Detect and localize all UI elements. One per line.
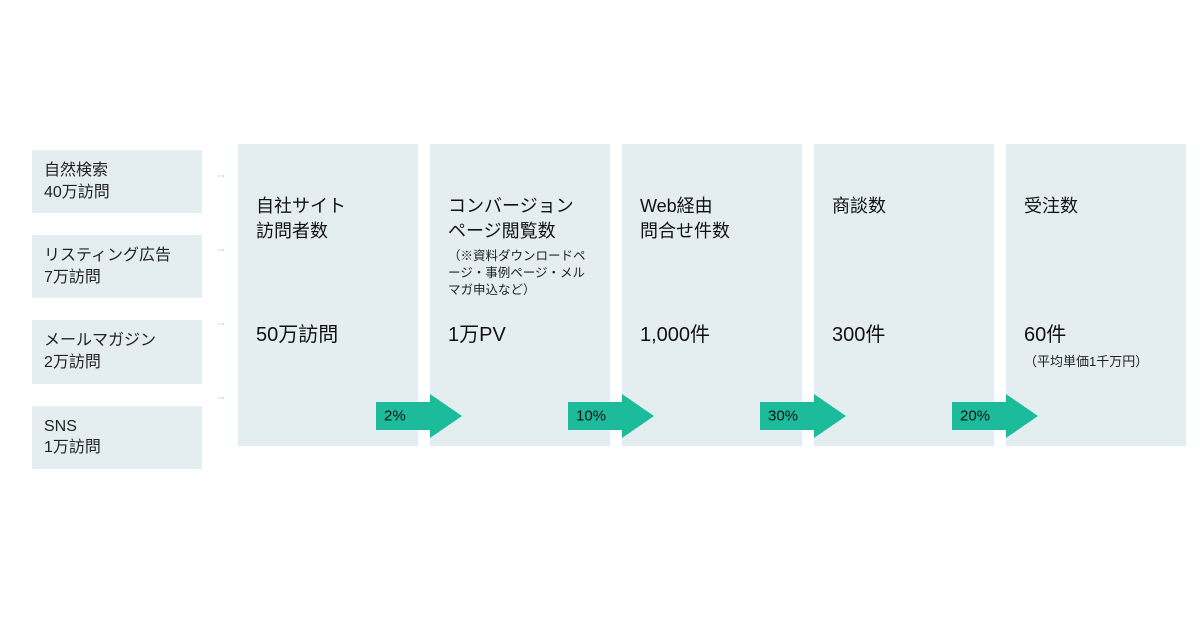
source-label-line1: 自然検索 <box>44 160 190 182</box>
source-arrow-icon <box>204 397 238 399</box>
source-arrow-icon <box>204 249 238 251</box>
stage-title: 自社サイト 訪問者数 <box>256 194 400 244</box>
source-item: 自然検索 40万訪問 <box>32 150 202 213</box>
source-item: SNS 1万訪問 <box>32 406 202 469</box>
source-label-line1: メールマガジン <box>44 330 190 352</box>
source-label-line2: 7万訪問 <box>44 267 190 289</box>
source-channels-column: 自然検索 40万訪問 リスティング広告 7万訪問 メールマガジン 2万訪問 SN… <box>32 150 202 469</box>
funnel-rate-arrow: 30% <box>760 394 846 438</box>
stage-value: 50万訪問 <box>256 318 338 347</box>
source-label-line2: 40万訪問 <box>44 182 190 204</box>
source-item: リスティング広告 7万訪問 <box>32 235 202 298</box>
stage-title: コンバージョン ページ閲覧数 <box>448 194 592 244</box>
funnel-rate-label: 30% <box>768 408 798 425</box>
source-label-line2: 1万訪問 <box>44 437 190 459</box>
funnel-rate-arrow: 2% <box>376 394 462 438</box>
funnel-rate-label: 2% <box>384 408 406 425</box>
funnel-rate-arrow: 20% <box>952 394 1038 438</box>
stage-note: （※資料ダウンロードページ・事例ページ・メルマガ申込など） <box>448 248 592 299</box>
funnel-rate-label: 20% <box>960 408 990 425</box>
funnel-rate-label: 10% <box>576 408 606 425</box>
stage-value: 1万PV <box>448 318 506 347</box>
stage-subnote: （平均単価1千万円） <box>1024 351 1148 370</box>
stage-value: 300件 <box>832 318 885 347</box>
source-arrow-icon <box>204 323 238 325</box>
stage-title: 商談数 <box>832 194 976 219</box>
source-label-line2: 2万訪問 <box>44 352 190 374</box>
stage-value: 1,000件 <box>640 318 710 347</box>
stage-title: Web経由 問合せ件数 <box>640 194 784 244</box>
stage-title: 受注数 <box>1024 194 1168 219</box>
funnel-rate-arrow: 10% <box>568 394 654 438</box>
stage-value: 60件 （平均単価1千万円） <box>1024 318 1148 370</box>
source-label-line1: リスティング広告 <box>44 245 190 267</box>
source-label-line1: SNS <box>44 416 190 438</box>
source-item: メールマガジン 2万訪問 <box>32 320 202 383</box>
source-arrow-icon <box>204 175 238 177</box>
